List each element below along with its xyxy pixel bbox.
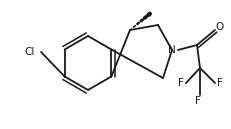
Text: F: F [217, 78, 223, 88]
Text: F: F [195, 96, 201, 106]
Text: Cl: Cl [25, 47, 35, 57]
Text: O: O [215, 22, 223, 32]
Text: F: F [178, 78, 184, 88]
Text: N: N [168, 45, 176, 55]
